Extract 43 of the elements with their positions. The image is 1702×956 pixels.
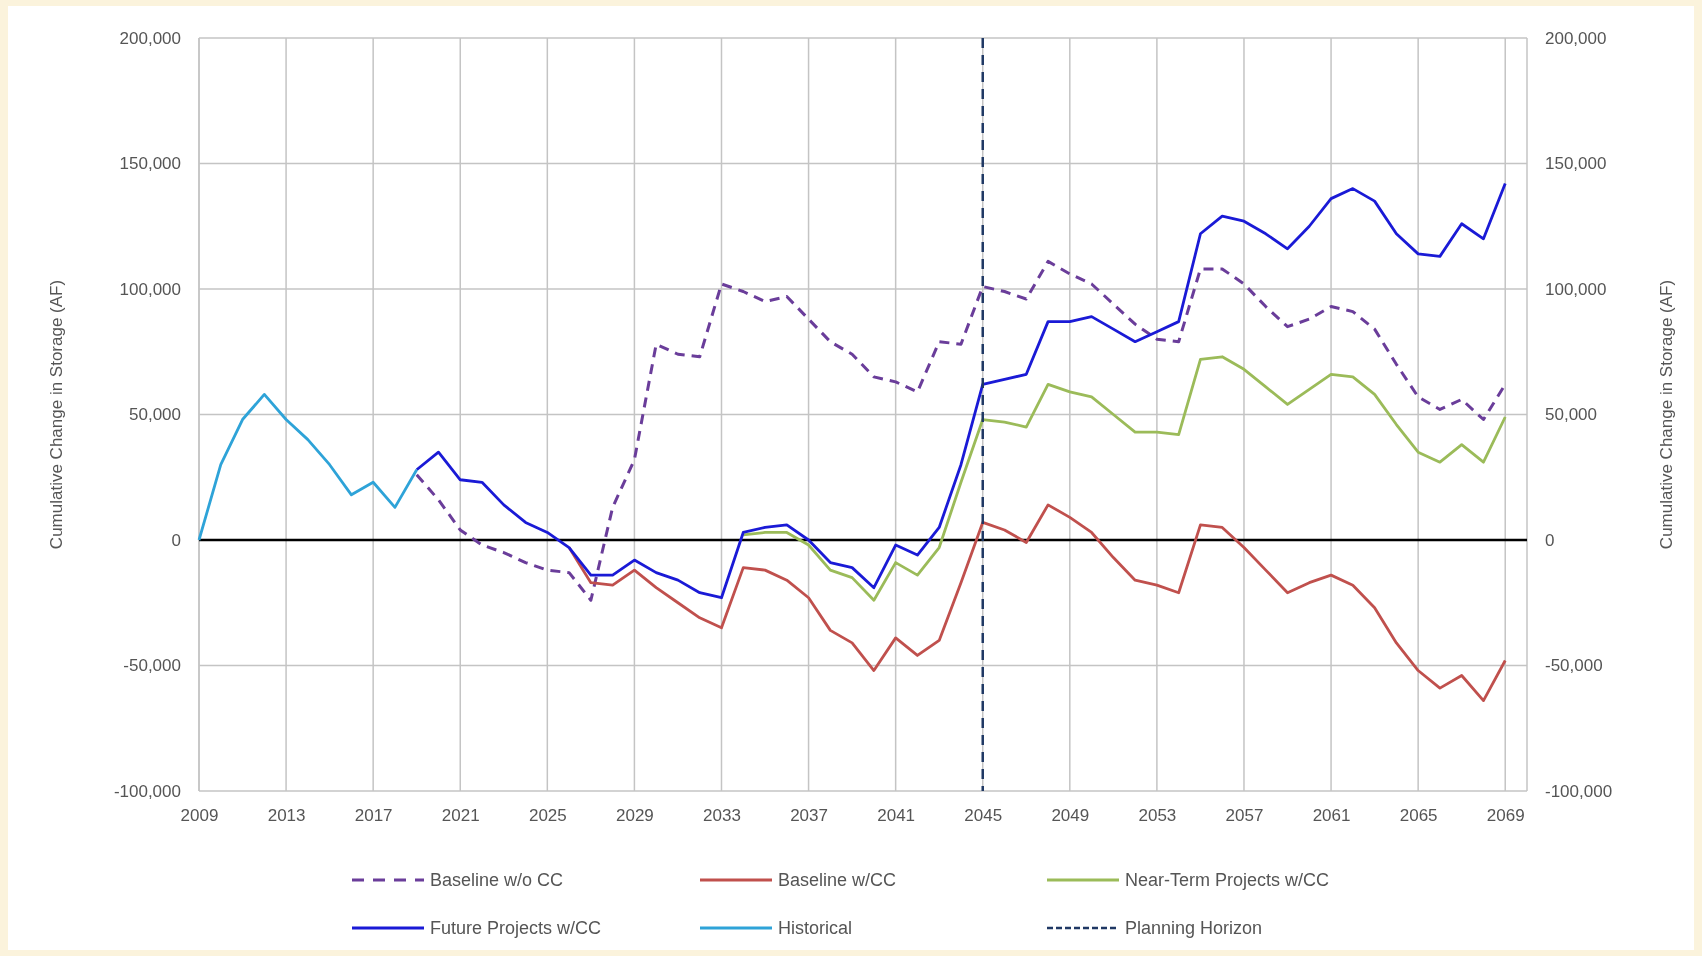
x-tick-label: 2013 [267,806,306,826]
x-tick-label: 2033 [703,806,741,826]
legend-label: Future Projects w/CC [430,918,602,938]
x-tick-label: 2025 [528,806,567,826]
x-tick-label: 2057 [1225,806,1264,826]
line-series [741,355,1507,602]
legend-label: Near-Term Projects w/CC [1125,870,1330,890]
x-tick-label: 2017 [354,806,393,826]
line-series [567,503,1507,703]
x-tick-label: 2009 [180,806,219,826]
y-tick-label: 200,000 [119,28,181,48]
y-tick-label: 150,000 [119,154,181,174]
y-tick-label: 100,000 [119,279,181,299]
y2-tick-label: 50,000 [1545,405,1597,425]
legend-label: Baseline w/CC [778,870,897,890]
x-tick-label: 2053 [1138,806,1177,826]
y-tick-label: 50,000 [129,405,181,425]
line-series [415,259,1507,602]
x-tick-label: 2061 [1312,806,1351,826]
x-tick-label: 2045 [964,806,1003,826]
line-series [415,182,1507,600]
x-tick-label: 2029 [616,806,654,826]
legend-label: Planning Horizon [1125,918,1263,938]
y-tick-label: -100,000 [113,781,181,801]
y-tick-label: 0 [171,530,181,550]
y2-tick-label: 150,000 [1545,154,1607,174]
line-series [197,393,419,542]
y2-tick-label: -100,000 [1545,781,1613,801]
y2-tick-label: 200,000 [1545,28,1607,48]
x-tick-label: 2049 [1051,806,1090,826]
y2-axis-title: Cumulative Change in Storage (AF) [1657,279,1676,550]
x-tick-label: 2037 [790,806,828,826]
x-tick-label: 2041 [877,806,916,826]
y-tick-label: -50,000 [123,656,181,676]
y-axis-title: Cumulative Change in Storage (AF) [47,279,66,550]
legend-label: Baseline w/o CC [430,870,564,890]
x-tick-label: 2065 [1399,806,1438,826]
y2-tick-label: 0 [1545,530,1555,550]
x-tick-label: 2069 [1486,806,1525,826]
x-tick-label: 2021 [441,806,480,826]
legend-label: Historical [778,918,853,938]
y2-tick-label: -50,000 [1545,656,1603,676]
y2-tick-label: 100,000 [1545,279,1607,299]
